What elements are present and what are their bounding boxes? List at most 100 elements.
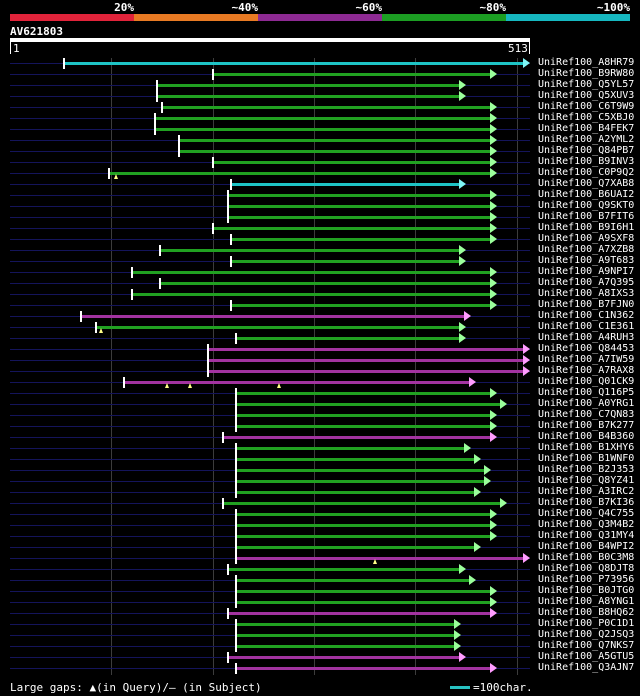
hit-label[interactable]: UniRef100_Q8YZ41 xyxy=(538,475,635,486)
alignment-bar[interactable] xyxy=(236,590,491,593)
hit-label[interactable]: UniRef100_B4WPI2 xyxy=(538,541,635,552)
hit-label[interactable]: UniRef100_Q5YL57 xyxy=(538,79,635,90)
alignment-bar[interactable] xyxy=(236,535,491,538)
hit-label[interactable]: UniRef100_B9INV3 xyxy=(538,156,635,167)
alignment-bar[interactable] xyxy=(236,667,491,670)
alignment-bar[interactable] xyxy=(96,326,461,329)
hit-label[interactable]: UniRef100_Q3M4B2 xyxy=(538,519,635,530)
alignment-bar[interactable] xyxy=(236,546,476,549)
alignment-bar[interactable] xyxy=(63,62,524,65)
hit-label[interactable]: UniRef100_C5XBJ0 xyxy=(538,112,635,123)
alignment-bar[interactable] xyxy=(230,304,491,307)
alignment-bar[interactable] xyxy=(236,425,491,428)
hit-label[interactable]: UniRef100_Q2JSQ3 xyxy=(538,629,635,640)
alignment-bar[interactable] xyxy=(236,645,456,648)
hit-label[interactable]: UniRef100_A7RAX8 xyxy=(538,365,635,376)
alignment-bar[interactable] xyxy=(131,293,491,296)
hit-label[interactable]: UniRef100_Q84PB7 xyxy=(538,145,635,156)
alignment-bar[interactable] xyxy=(212,227,491,230)
hit-label[interactable]: UniRef100_B1WNF0 xyxy=(538,453,635,464)
alignment-bar[interactable] xyxy=(80,315,466,318)
hit-label[interactable]: UniRef100_A2YML2 xyxy=(538,134,635,145)
hit-label[interactable]: UniRef100_B2J353 xyxy=(538,464,635,475)
hit-label[interactable]: UniRef100_B7KI36 xyxy=(538,497,635,508)
alignment-bar[interactable] xyxy=(207,348,524,351)
hit-label[interactable]: UniRef100_Q7NKS7 xyxy=(538,640,635,651)
hit-label[interactable]: UniRef100_A3IRC2 xyxy=(538,486,635,497)
hit-label[interactable]: UniRef100_Q3AJN7 xyxy=(538,662,635,673)
alignment-bar[interactable] xyxy=(236,513,491,516)
alignment-bar[interactable] xyxy=(230,238,491,241)
hit-label[interactable]: UniRef100_C1N362 xyxy=(538,310,635,321)
alignment-bar[interactable] xyxy=(162,106,491,109)
alignment-bar[interactable] xyxy=(236,403,501,406)
hit-label[interactable]: UniRef100_Q31MY4 xyxy=(538,530,635,541)
alignment-bar[interactable] xyxy=(236,579,471,582)
hit-label[interactable]: UniRef100_C7QN83 xyxy=(538,409,635,420)
hit-label[interactable]: UniRef100_C1E361 xyxy=(538,321,635,332)
alignment-bar[interactable] xyxy=(236,601,491,604)
hit-label[interactable]: UniRef100_A7XZB8 xyxy=(538,244,635,255)
hit-label[interactable]: UniRef100_B6UAI2 xyxy=(538,189,635,200)
hit-label[interactable]: UniRef100_B4FEK7 xyxy=(538,123,635,134)
hit-label[interactable]: UniRef100_B1XHY6 xyxy=(538,442,635,453)
alignment-bar[interactable] xyxy=(212,73,491,76)
alignment-bar[interactable] xyxy=(236,392,491,395)
alignment-bar[interactable] xyxy=(207,359,524,362)
hit-label[interactable]: UniRef100_A0YRG1 xyxy=(538,398,635,409)
alignment-bar[interactable] xyxy=(227,194,491,197)
alignment-bar[interactable] xyxy=(236,634,456,637)
hit-label[interactable]: UniRef100_A7Q395 xyxy=(538,277,635,288)
hit-label[interactable]: UniRef100_B0JTG0 xyxy=(538,585,635,596)
alignment-bar[interactable] xyxy=(236,469,486,472)
alignment-bar[interactable] xyxy=(236,524,491,527)
hit-label[interactable]: UniRef100_A8YNG1 xyxy=(538,596,635,607)
alignment-bar[interactable] xyxy=(154,128,491,131)
alignment-bar[interactable] xyxy=(230,183,461,186)
hit-label[interactable]: UniRef100_Q7XAB8 xyxy=(538,178,635,189)
alignment-bar[interactable] xyxy=(222,502,501,505)
alignment-bar[interactable] xyxy=(179,139,491,142)
alignment-bar[interactable] xyxy=(227,656,461,659)
alignment-bar[interactable] xyxy=(236,491,476,494)
hit-label[interactable]: UniRef100_A4RUH3 xyxy=(538,332,635,343)
hit-label[interactable]: UniRef100_A7IW59 xyxy=(538,354,635,365)
hit-label[interactable]: UniRef100_Q01CK9 xyxy=(538,376,635,387)
hit-label[interactable]: UniRef100_A9SXF8 xyxy=(538,233,635,244)
alignment-bar[interactable] xyxy=(230,260,461,263)
alignment-bar[interactable] xyxy=(222,436,491,439)
hit-label[interactable]: UniRef100_B9I6H1 xyxy=(538,222,635,233)
alignment-bar[interactable] xyxy=(109,172,491,175)
alignment-bar[interactable] xyxy=(207,370,524,373)
alignment-bar[interactable] xyxy=(212,161,491,164)
alignment-bar[interactable] xyxy=(160,282,491,285)
alignment-bar[interactable] xyxy=(179,150,491,153)
alignment-bar[interactable] xyxy=(236,447,466,450)
alignment-bar[interactable] xyxy=(236,623,456,626)
hit-label[interactable]: UniRef100_A8IXS3 xyxy=(538,288,635,299)
alignment-bar[interactable] xyxy=(227,216,491,219)
hit-label[interactable]: UniRef100_P0C1D1 xyxy=(538,618,635,629)
hit-label[interactable]: UniRef100_P73956 xyxy=(538,574,635,585)
hit-label[interactable]: UniRef100_A8HR79 xyxy=(538,57,635,68)
hit-label[interactable]: UniRef100_A9NPI7 xyxy=(538,266,635,277)
hit-label[interactable]: UniRef100_Q4C755 xyxy=(538,508,635,519)
hit-label[interactable]: UniRef100_B7FJN0 xyxy=(538,299,635,310)
hit-label[interactable]: UniRef100_B7FIT6 xyxy=(538,211,635,222)
alignment-bar[interactable] xyxy=(236,458,476,461)
hit-label[interactable]: UniRef100_Q5XUV3 xyxy=(538,90,635,101)
hit-label[interactable]: UniRef100_B4B360 xyxy=(538,431,635,442)
alignment-bar[interactable] xyxy=(156,95,461,98)
hit-label[interactable]: UniRef100_Q9SKT0 xyxy=(538,200,635,211)
hit-label[interactable]: UniRef100_B0C3M8 xyxy=(538,552,635,563)
alignment-bar[interactable] xyxy=(154,117,491,120)
hit-label[interactable]: UniRef100_C0P9Q2 xyxy=(538,167,635,178)
alignment-bar[interactable] xyxy=(227,568,461,571)
alignment-bar[interactable] xyxy=(236,414,491,417)
hit-label[interactable]: UniRef100_B7K277 xyxy=(538,420,635,431)
hit-label[interactable]: UniRef100_Q84453 xyxy=(538,343,635,354)
hit-label[interactable]: UniRef100_B8HQ62 xyxy=(538,607,635,618)
hit-label[interactable]: UniRef100_Q8DJT8 xyxy=(538,563,635,574)
alignment-bar[interactable] xyxy=(123,381,471,384)
alignment-bar[interactable] xyxy=(236,480,486,483)
